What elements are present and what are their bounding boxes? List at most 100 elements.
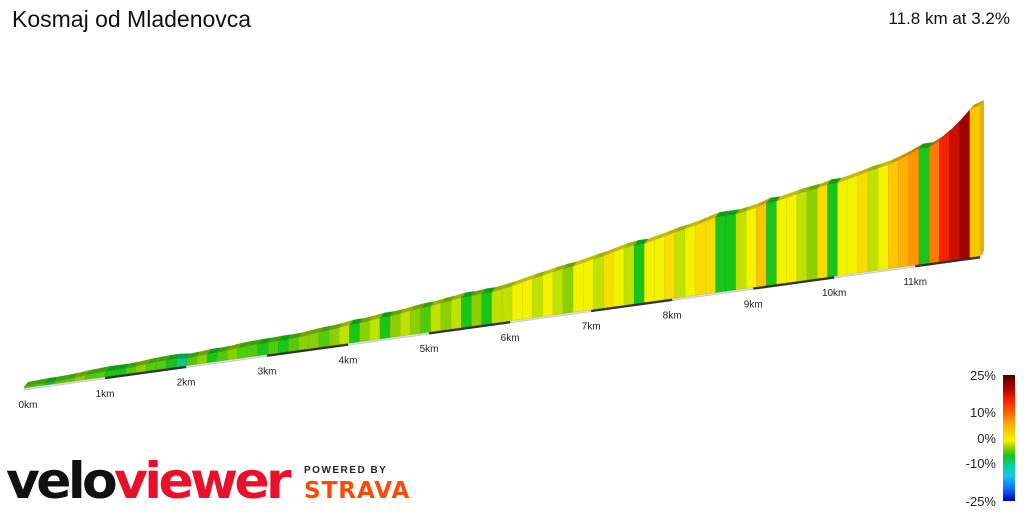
gradient-segment-top [329, 322, 344, 331]
gradient-segment-top [491, 284, 506, 293]
gradient-segment-top [196, 348, 212, 357]
gradient-segment [552, 268, 564, 316]
gradient-segment-top [512, 277, 527, 287]
gradient-segment-top [186, 351, 201, 359]
gradient-segment [430, 302, 442, 333]
gradient-segment-top [613, 243, 629, 252]
gradient-segment-top [156, 355, 171, 363]
gradient-segment [928, 140, 940, 264]
gradient-segment-top [552, 263, 568, 273]
gradient-segment [349, 323, 360, 344]
gradient-segment [939, 131, 950, 262]
gradient-segment [806, 188, 818, 281]
gradient-segment [176, 358, 187, 368]
gradient-segment [400, 310, 411, 337]
gradient-segment-top [24, 380, 39, 387]
gradient-segment-top [257, 337, 273, 345]
gradient-segment-top [64, 372, 79, 380]
gradient-segment-top [908, 143, 923, 155]
gradient-segment-top [807, 183, 822, 191]
gradient-segment [918, 147, 930, 265]
gradient-segment [247, 343, 259, 358]
gradient-segment [837, 178, 848, 276]
gradient-segment [684, 225, 696, 297]
gradient-segment-top [735, 206, 751, 215]
gradient-segment-top [674, 224, 690, 233]
gradient-segment-top [685, 220, 700, 230]
gradient-segment [450, 297, 462, 330]
veloviewer-logo: veloviewer [6, 452, 295, 510]
gradient-segment [776, 197, 787, 285]
gradient-segment [613, 247, 625, 307]
gradient-segment-top [44, 376, 59, 384]
gradient-segment-top [644, 235, 659, 244]
gradient-segment [796, 190, 808, 282]
gradient-segment-top [379, 311, 395, 318]
gradient-segment-top [268, 335, 283, 343]
powered-by-text: POWERED BY [304, 465, 388, 476]
gradient-segment [440, 300, 452, 331]
gradient-segment-top [857, 166, 873, 176]
gradient-segment [634, 243, 645, 304]
gradient-segment-top [563, 261, 578, 269]
gradient-segment-top [654, 231, 669, 241]
gradient-segment [379, 316, 391, 340]
gradient-segment-top [583, 254, 598, 263]
gradient-segment-top [969, 100, 984, 110]
gradient-segment [318, 330, 330, 348]
gradient-segment-top [217, 345, 232, 353]
gradient-segment [827, 182, 838, 278]
gradient-segment [969, 104, 981, 258]
gradient-segment-top [603, 246, 618, 257]
gradient-segment [257, 342, 269, 356]
gradient-segment-top [298, 329, 313, 338]
gradient-segment [481, 291, 493, 326]
km-tick-label: 0km [19, 400, 38, 411]
gradient-segment [623, 244, 635, 306]
gradient-segment [267, 340, 279, 355]
km-stripe [104, 365, 187, 380]
gradient-segment-top [786, 189, 801, 198]
gradient-segment-top [817, 179, 832, 189]
gradient-segment-top [339, 319, 354, 328]
gradient-segment-top [105, 364, 120, 372]
gradient-segment [206, 352, 218, 363]
gradient-segment [908, 148, 920, 267]
gradient-segment [389, 313, 401, 338]
km-stripe [428, 320, 511, 335]
km-tick-label: 2km [177, 378, 196, 389]
gradient-segment [715, 215, 726, 293]
gradient-segment [420, 305, 432, 334]
gradient-segment-top [278, 334, 293, 341]
gradient-segment [511, 282, 523, 321]
gradient-segment [725, 214, 737, 292]
gradient-segment-top [847, 170, 862, 180]
logo-velo: velo [6, 452, 116, 510]
gradient-segment-top [705, 212, 720, 222]
gradient-segment [745, 207, 757, 289]
km-tick-label: 1km [96, 389, 115, 400]
gradient-segment-top [207, 347, 222, 354]
legend-label-minus10: -10% [965, 456, 996, 471]
legend-label-minus25: -25% [965, 494, 996, 509]
strava-wordmark: STRAVA [304, 478, 411, 504]
gradient-segment-top [837, 174, 852, 183]
svg-text:veloviewer: veloviewer [6, 452, 292, 510]
gradient-segment-top [573, 257, 588, 267]
gradient-segment-top [878, 159, 893, 169]
gradient-segment-top [522, 273, 537, 283]
legend-label-10: 10% [969, 405, 996, 420]
gradient-segment-top [420, 301, 435, 309]
gradient-segment [654, 236, 665, 302]
gradient-segment-top [634, 238, 649, 246]
gradient-segment-top [929, 135, 944, 148]
gradient-segment [735, 210, 747, 290]
gradient-segment [532, 275, 543, 319]
gradient-segment-top [461, 291, 476, 298]
gradient-segment-top [410, 303, 425, 311]
gradient-segment [237, 345, 248, 359]
gradient-segment [664, 231, 676, 300]
gradient-segment-top [624, 240, 639, 249]
